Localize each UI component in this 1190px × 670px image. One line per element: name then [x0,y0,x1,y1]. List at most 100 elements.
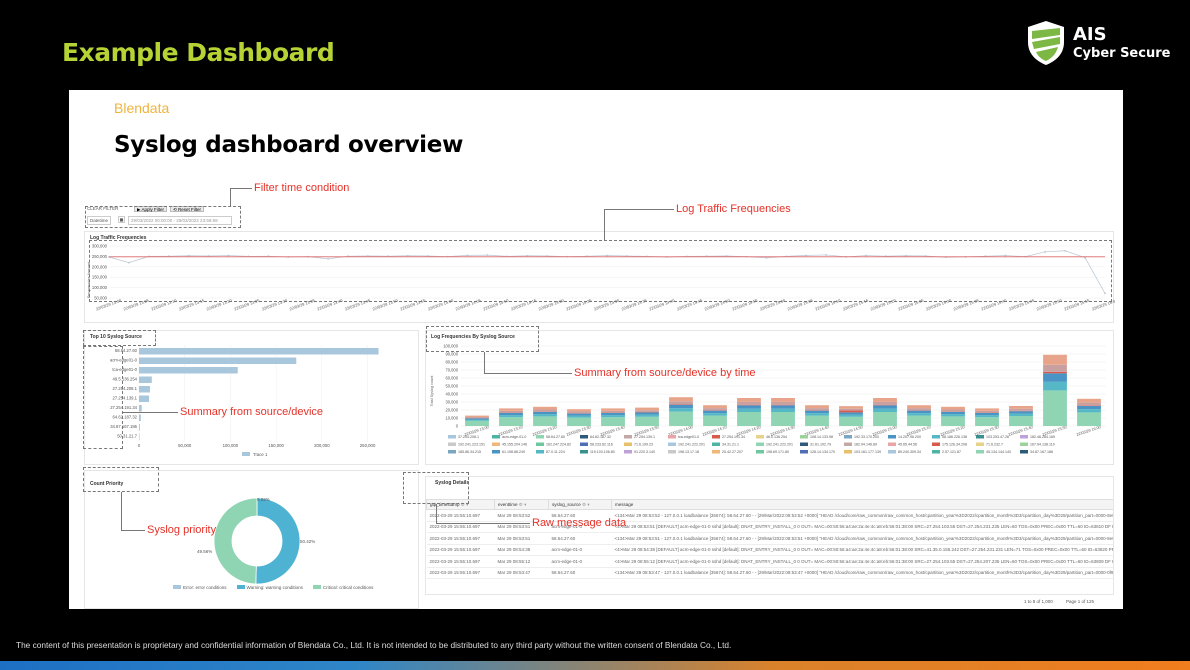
freq-legend-label: 192.241.222.201 [766,443,793,447]
table-cell: Mar 29 08:55:12 [494,555,549,568]
freq-bar-segment [465,415,489,418]
priority-slice [213,497,258,585]
freq-legend-swatch [448,450,456,454]
freq-bar-segment [465,419,489,421]
freq-legend-label: 46.0.136.254 [766,435,787,439]
freq-bar-segment [533,406,557,410]
freq-legend-swatch [492,442,500,446]
freq-legend-label: 192.241.222.201 [678,443,705,447]
syslog-details-title: Syslog Details [435,480,470,486]
slide-footer: The content of this presentation is prop… [16,640,732,650]
top10-bar-chart: 0 50,000 100,000 150,000 200,000 250,000 58.64… [110,345,379,457]
apply-filter-label: Apply Filter [141,207,164,212]
freq-bar-segment [635,410,659,413]
freq-bar-segment [907,415,931,426]
annotation-filter: Filter time condition [254,182,350,194]
top10-labels-highlight [83,346,123,449]
table-row[interactable]: 2022-03-29 15:55:10.697 Mar 29 08:53:51 58… [426,532,1113,545]
priority-slice [255,497,301,585]
annotation-traffic-line [604,209,674,210]
traffic-data-point [765,256,768,259]
freq-x-tick: 22/03/29 13:40 [600,425,625,437]
freq-bar-segment [873,398,897,402]
clear-filter-link[interactable]: CLEAR FILTER [87,206,119,211]
freq-legend-label: 91.220.3.140 [634,450,655,454]
freq-bar-segment [567,411,591,414]
top10-title: Top 10 Syslog Source [90,334,142,340]
freq-x-tick: 22/03/29 14:40 [804,425,829,437]
freq-bar-segment [1077,398,1101,403]
freq-bar-segment [873,401,897,405]
sort-icon[interactable]: ⚙ ▾ [582,501,590,507]
freq-bar-segment [941,406,965,410]
freq-legend-swatch [844,435,852,439]
brand-label: Blendata [114,100,170,116]
freq-legend-label: 27.254.139.1 [634,435,655,439]
freq-x-tick: 22/03/29 14:10 [702,425,727,437]
freq-legend-label: 128.14.134.170 [810,450,835,454]
table-row[interactable]: 2022-03-29 15:55:10.697 Mar 29 08:55:12 ac… [426,555,1113,568]
freq-x-tick: 22/03/29 16:00 [1076,425,1101,437]
freq-bar-segment [567,413,591,416]
table-cell: 58.64.27.60 [548,532,612,545]
sort-icon[interactable]: ⚙ ▾ [460,501,469,507]
priority-legend-critical[interactable]: Critical: critical conditions [312,585,373,590]
freq-bar-segment [975,412,999,416]
traffic-y-axis-label: Frequencies Amount [86,261,91,299]
traffic-data-point [1064,249,1067,252]
top10-bar [139,433,140,440]
sort-icon[interactable]: ⚙ ▾ [518,501,527,507]
column-header-syslog-source[interactable]: syslog_source ⚙ ▾ [548,499,612,510]
table-row[interactable]: 2022-03-29 15:55:10.697 Mar 29 08:53:52 58… [426,509,1113,522]
priority-pct-left: 49.56% [197,549,213,554]
top10-card: Top 10 Syslog Source 0 50,000 100,000 150,0… [84,330,419,465]
annotation-source-time-line-v [484,352,485,373]
freq-bar-segment [737,401,761,405]
priority-legend-warning[interactable]: Warning: warning conditions [236,585,303,590]
freq-bar-segment [975,417,999,426]
priority-legend-error[interactable]: Error: error conditions [173,585,227,590]
column-header-eventtime[interactable]: eventtime ⚙ ▾ [494,499,549,510]
freq-legend-swatch [580,435,588,439]
freq-x-tick: 22/03/29 14:20 [736,425,761,437]
freq-bar-segment [465,418,489,420]
freq-legend-label: 162.247.224.82 [546,443,571,447]
freq-y-tick: 80,000 [445,360,458,365]
freq-legend-label: 192.33.170.200 [854,435,879,439]
freq-bar-segment [771,408,795,412]
freq-bar-segment [771,398,795,402]
freq-legend-swatch [536,435,544,439]
datetime-range-input[interactable]: 29/03/2022 00:00:00 - 29/03/2022 23:59:5… [128,216,232,225]
reset-filter-label: Reset Filter [178,207,202,212]
table-row[interactable]: 2022-03-29 15:55:10.697 Mar 29 08:53:47 58… [426,567,1113,579]
calendar-icon[interactable]: ▦ [118,216,125,223]
freq-bar-segment [839,408,863,411]
freq-legend-label: 58.64.27.60 [546,435,565,439]
freq-legend-swatch [668,450,676,454]
freq-x-tick: 22/03/29 13:00 [464,425,489,437]
table-cell: Mar 29 08:53:52 [494,509,549,522]
top10-title-highlight [83,330,156,346]
freq-legend-label: 119.103.106.80 [590,450,615,454]
freq-x-tick: 22/03/29 13:10 [498,425,523,437]
freq-legend-swatch [756,442,764,446]
top10-x-tick: 200,000 [314,443,330,448]
priority-pct-top: 0.02% [257,497,270,502]
freq-bar-segment [975,410,999,413]
freq-legend-swatch [976,450,984,454]
freq-legend-swatch [888,442,896,446]
freq-legend-swatch [536,442,544,446]
freq-legend-label: 198.69.171.80 [766,450,789,454]
column-header-message[interactable]: message [611,499,1113,510]
freq-bar-segment [839,410,863,413]
table-cell: <4>Mar 29 08:53:51 [DEFAULT] acm-edge-01… [611,521,1113,533]
freq-x-tick: 22/03/29 14:30 [770,425,795,437]
traffic-chart-title: Log Traffic Frequencies [90,235,147,241]
table-row[interactable]: 2022-03-29 15:55:10.697 Mar 29 08:54:38 ac… [426,544,1113,556]
freq-bar-segment [771,401,795,405]
freq-bar-segment [941,416,965,426]
table-cell: Mar 29 08:54:38 [494,544,549,556]
table-row[interactable]: 2022-03-29 15:55:10.697 Mar 29 08:53:51 ac… [426,521,1113,533]
freq-y-tick: 100,000 [443,344,459,349]
traffic-data-point [406,254,409,257]
